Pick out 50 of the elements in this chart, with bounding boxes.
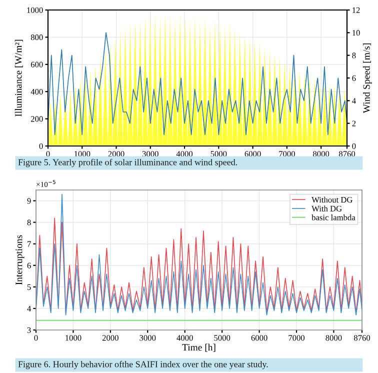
y-tick-label: 9 bbox=[27, 198, 31, 204]
legend-label: With DG bbox=[312, 206, 342, 212]
caption: Figure 6. Hourly behavior ofthe SAIFI index over the one year study. bbox=[18, 360, 268, 370]
y2-tick-label: 4 bbox=[352, 98, 356, 104]
y-tick-label: 800 bbox=[30, 34, 43, 40]
x-tick-label: 4000 bbox=[176, 151, 193, 157]
x-tick-label: 8760 bbox=[354, 335, 370, 341]
x-tick-label: 3000 bbox=[142, 151, 158, 157]
y-tick-label: 1000 bbox=[27, 7, 43, 13]
legend-label: basic lambda bbox=[312, 214, 356, 220]
y-tick-label: 400 bbox=[30, 88, 43, 95]
x-tick-label: 6000 bbox=[251, 335, 268, 341]
y-tick-label: 5 bbox=[27, 284, 31, 290]
x-tick-label: 0 bbox=[46, 151, 50, 157]
y-tick-label: 0 bbox=[39, 143, 43, 149]
y2-axis-title: Wind Speed [m/s] bbox=[362, 44, 372, 114]
y-tick-label: 200 bbox=[31, 116, 43, 122]
y-axis-title: Illuminance [W/m²] bbox=[14, 40, 23, 116]
y2-tick-label: 8 bbox=[352, 52, 356, 58]
x-tick-label: 7000 bbox=[288, 335, 305, 341]
y-tick-label: 3 bbox=[27, 327, 31, 333]
x-tick-label: 1000 bbox=[74, 151, 90, 157]
x-tick-label: 1000 bbox=[66, 335, 82, 341]
x-axis-title: Time [h] bbox=[182, 344, 216, 352]
x-tick-label: 2000 bbox=[108, 151, 124, 157]
y-tick-label: 4 bbox=[27, 306, 32, 312]
x-tick-label: 2000 bbox=[102, 335, 118, 341]
y2-tick-label: 12 bbox=[352, 7, 360, 13]
x-tick-label: 5000 bbox=[214, 335, 230, 341]
x-tick-label: 5000 bbox=[210, 151, 227, 157]
y-tick-label: 7 bbox=[28, 241, 31, 247]
x-tick-label: 4000 bbox=[176, 335, 193, 341]
x-tick-label: 6000 bbox=[244, 151, 261, 157]
y-tick-label: 600 bbox=[30, 62, 43, 68]
y2-tick-label: 6 bbox=[352, 75, 356, 81]
legend-label: Without DG bbox=[312, 196, 352, 203]
x-tick-label: 8000 bbox=[313, 151, 330, 157]
line-series bbox=[48, 32, 347, 136]
x-tick-label: 8000 bbox=[326, 335, 342, 341]
line-series bbox=[36, 194, 362, 316]
x-tick-label: 8760 bbox=[338, 151, 356, 157]
y2-tick-label: 0 bbox=[352, 143, 356, 149]
caption: Figure 5. Yearly profile of solar illuminance and wind speed. bbox=[18, 158, 238, 168]
y-tick-label: 6 bbox=[27, 262, 31, 268]
y-axis-title: Interruptions bbox=[16, 235, 24, 285]
x-tick-label: 7000 bbox=[279, 151, 295, 157]
y2-tick-label: 10 bbox=[352, 30, 360, 36]
x-tick-label: 3000 bbox=[140, 335, 156, 341]
y-tick-label: 8 bbox=[27, 220, 31, 226]
y2-tick-label: 2 bbox=[352, 120, 356, 126]
